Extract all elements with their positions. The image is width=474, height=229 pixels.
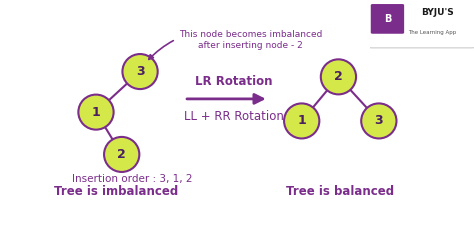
Text: 3: 3 (374, 114, 383, 127)
Ellipse shape (78, 95, 114, 130)
Ellipse shape (122, 54, 158, 89)
Text: LL + RR Rotation: LL + RR Rotation (184, 110, 283, 123)
Text: Tree is balanced: Tree is balanced (286, 185, 394, 198)
Ellipse shape (361, 104, 396, 139)
FancyBboxPatch shape (366, 0, 474, 48)
Text: 2: 2 (334, 70, 343, 83)
FancyBboxPatch shape (371, 4, 404, 34)
Ellipse shape (104, 137, 139, 172)
Ellipse shape (321, 59, 356, 94)
Text: Insertion order : 3, 1, 2: Insertion order : 3, 1, 2 (72, 174, 192, 183)
Text: The Learning App: The Learning App (408, 30, 456, 35)
Ellipse shape (284, 104, 319, 139)
Text: 2: 2 (118, 148, 126, 161)
Text: This node becomes imbalanced
after inserting node - 2: This node becomes imbalanced after inser… (149, 30, 322, 59)
Text: 1: 1 (297, 114, 306, 127)
Text: 1: 1 (91, 106, 100, 119)
Text: BYJU'S: BYJU'S (421, 8, 454, 17)
Text: B: B (384, 14, 391, 24)
Text: LR Rotation: LR Rotation (195, 75, 273, 88)
Text: 3: 3 (136, 65, 145, 78)
Text: Tree is imbalanced: Tree is imbalanced (54, 185, 178, 198)
